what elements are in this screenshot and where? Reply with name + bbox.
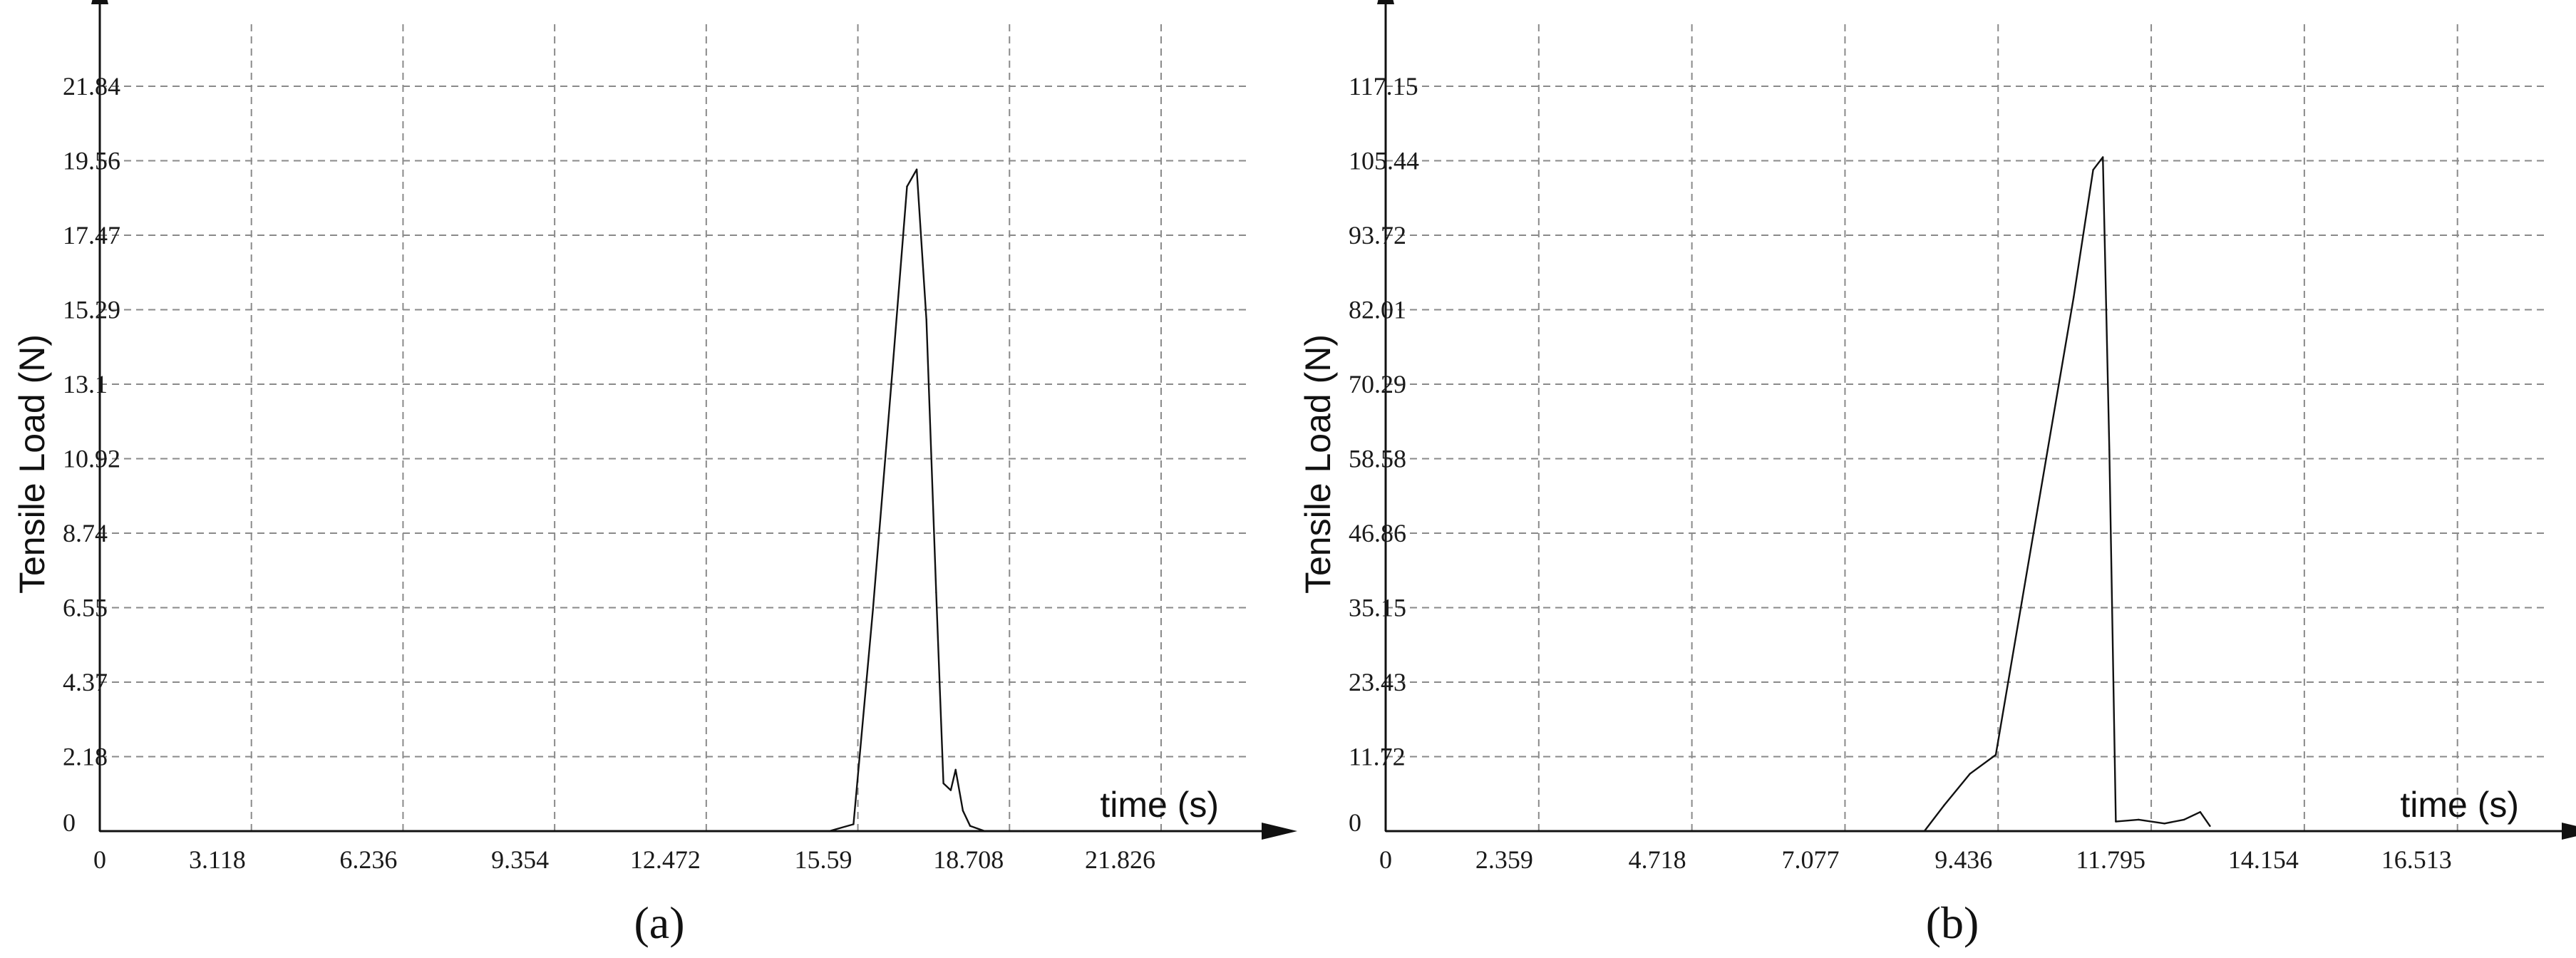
data-point: [872, 608, 874, 611]
data-point: [942, 782, 944, 785]
y-tick-label: 4.37: [63, 668, 108, 696]
y-tick-label: 21.84: [63, 72, 120, 101]
x-tick-label: 7.077: [1781, 845, 1839, 874]
data-point: [935, 591, 937, 594]
y-axis-title: Tensile Load (N): [12, 334, 52, 594]
data-point: [1994, 753, 1997, 756]
y-tick-label: 117.15: [1349, 72, 1418, 101]
x-tick-label: 4.718: [1629, 845, 1686, 874]
x-tick-label: 9.436: [1934, 845, 1992, 874]
x-axis-title: time (s): [1100, 785, 1219, 825]
data-point: [891, 369, 894, 372]
y-tick-label: 93.72: [1349, 221, 1406, 249]
y-tick-label: 35.15: [1349, 594, 1406, 622]
y-tick-label: 58.58: [1349, 445, 1406, 473]
x-tick-label: 15.59: [795, 845, 852, 874]
data-point: [984, 830, 986, 833]
data-point: [915, 168, 918, 170]
data-point: [906, 185, 908, 187]
y-tick-label: 11.72: [1349, 743, 1406, 771]
y-tick-label: 0: [1349, 808, 1361, 837]
y-axis-arrow-icon: [91, 0, 108, 4]
x-tick-label: 16.513: [2381, 845, 2452, 874]
data-point: [1384, 830, 1387, 833]
data-point: [969, 825, 972, 828]
data-point: [954, 768, 957, 771]
y-axis-title: Tensile Load (N): [1298, 334, 1338, 594]
x-tick-label: 3.118: [189, 845, 246, 874]
data-point: [2199, 811, 2202, 813]
y-tick-label: 8.74: [63, 519, 108, 547]
data-point: [1942, 805, 1945, 807]
x-axis-arrow-icon: [2562, 823, 2576, 840]
series-line: [100, 168, 1024, 833]
data-point: [1969, 773, 1971, 775]
data-point: [925, 319, 927, 321]
x-tick-label: 9.354: [491, 845, 549, 874]
y-tick-label: 23.43: [1349, 668, 1406, 696]
panel-label: (a): [634, 897, 684, 948]
data-point: [2046, 448, 2049, 450]
x-tick-label: 14.154: [2228, 845, 2299, 874]
y-axis-arrow-icon: [1377, 0, 1394, 4]
data-point: [2108, 448, 2111, 450]
data-point: [2138, 818, 2140, 821]
x-tick-label: 0: [1379, 845, 1392, 874]
x-axis-title: time (s): [2400, 785, 2519, 825]
y-tick-label: 17.47: [63, 221, 120, 249]
data-point: [828, 830, 830, 833]
x-tick-label: 12.472: [630, 845, 701, 874]
series-line: [1386, 156, 2211, 833]
x-tick-label: 2.359: [1475, 845, 1533, 874]
data-point: [2092, 169, 2094, 171]
y-tick-label: 10.92: [63, 445, 120, 473]
y-tick-label: 2.18: [63, 743, 108, 771]
x-tick-label: 18.708: [933, 845, 1004, 874]
y-tick-label: 0: [63, 808, 76, 837]
x-axis-arrow-icon: [1262, 823, 1297, 840]
data-point: [98, 830, 101, 833]
y-tick-label: 15.29: [63, 296, 120, 324]
y-tick-label: 46.86: [1349, 519, 1406, 547]
panel-b: 0 2.359 4.718 7.077 9.436 11.795 14.154 16.513 0…: [1298, 0, 2576, 948]
data-point: [2021, 601, 2023, 604]
data-point: [1022, 830, 1025, 833]
data-point: [1923, 830, 1926, 833]
y-tick-label: 6.55: [63, 594, 108, 622]
data-point: [2102, 156, 2104, 158]
x-tick-label: 6.236: [339, 845, 397, 874]
panel-label: (b): [1926, 897, 1979, 948]
data-point: [2209, 825, 2211, 828]
x-tick-label: 21.826: [1085, 845, 1155, 874]
x-tick-label: 0: [93, 845, 106, 874]
data-point: [2115, 820, 2117, 823]
y-tick-label: 82.01: [1349, 296, 1406, 324]
data-point: [949, 789, 952, 791]
data-point: [2073, 296, 2075, 298]
y-tick-label: 19.56: [63, 147, 120, 175]
data-point: [2163, 823, 2165, 825]
x-tick-label: 11.795: [2076, 845, 2145, 874]
panel-a: 0 3.118 6.236 9.354 12.472 15.59 18.708 21.826 0…: [12, 0, 1297, 948]
data-point: [2183, 818, 2185, 821]
data-point: [962, 810, 964, 812]
y-tick-label: 13.1: [63, 370, 108, 398]
data-point: [852, 823, 855, 825]
y-tick-label: 70.29: [1349, 370, 1406, 398]
y-tick-label: 105.44: [1349, 147, 1419, 175]
